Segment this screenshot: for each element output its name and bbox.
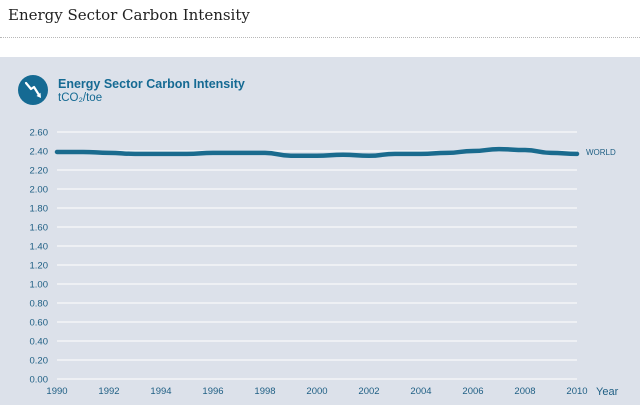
series-line-world — [54, 146, 580, 159]
x-tick-label: 2008 — [514, 386, 535, 397]
title-divider — [0, 37, 640, 38]
y-tick-label: 0.00 — [30, 375, 49, 386]
declining-trend-icon — [18, 75, 48, 105]
y-tick-label: 0.80 — [30, 299, 49, 310]
y-tick-label: 1.20 — [30, 261, 49, 272]
x-tick-label: 1994 — [150, 386, 171, 397]
x-tick-label: 1996 — [202, 386, 223, 397]
x-axis-label: Year — [596, 386, 619, 398]
x-tick-label: 1990 — [46, 386, 67, 397]
x-tick-label: 2002 — [358, 386, 379, 397]
x-tick-label: 2004 — [410, 386, 431, 397]
y-tick-label: 1.60 — [30, 223, 49, 234]
series-label: WORLD — [586, 148, 616, 157]
y-tick-label: 1.80 — [30, 204, 49, 215]
y-tick-label: 1.40 — [30, 242, 49, 253]
y-tick-label: 2.40 — [30, 147, 49, 158]
chart-title: Energy Sector Carbon Intensity — [58, 77, 245, 91]
y-tick-label: 2.60 — [30, 128, 49, 139]
y-tick-label: 1.00 — [30, 280, 49, 291]
x-tick-label: 1998 — [254, 386, 275, 397]
x-tick-label: 2006 — [462, 386, 483, 397]
y-tick-label: 2.20 — [30, 166, 49, 177]
x-tick-label: 2010 — [566, 386, 587, 397]
chart-panel — [0, 57, 640, 405]
y-tick-label: 0.60 — [30, 318, 49, 329]
y-axis-unit-label: tCO₂/toe — [58, 92, 103, 104]
y-tick-label: 0.20 — [30, 356, 49, 367]
x-tick-label: 1992 — [98, 386, 119, 397]
x-tick-label: 2000 — [306, 386, 327, 397]
y-tick-label: 0.40 — [30, 337, 49, 348]
page-title: Energy Sector Carbon Intensity — [8, 6, 250, 24]
y-tick-label: 2.00 — [30, 185, 49, 196]
